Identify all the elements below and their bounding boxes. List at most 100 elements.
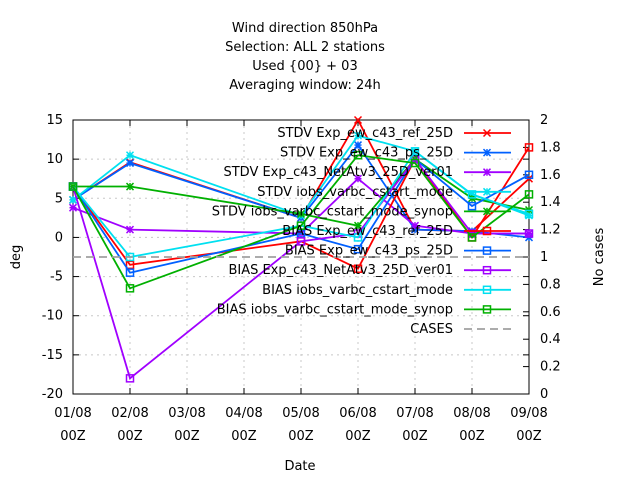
x-tick-label-hour: 00Z [345,429,371,444]
x-axis-label: Date [284,459,315,474]
y2-axis-label: No cases [592,228,607,287]
title-line: Averaging window: 24h [229,78,381,93]
data-point [353,264,363,273]
y2-tick-label: 0.4 [540,332,561,347]
data-point [353,244,363,254]
data-point [410,221,420,230]
data-point [353,115,363,125]
x-tick-label-hour: 00Z [288,429,314,444]
data-point [482,207,492,216]
title-line: Used {00} + 03 [252,59,357,74]
data-point [482,148,492,157]
data-point [410,225,420,234]
data-point [524,209,534,219]
data-point [524,170,534,180]
data-point [410,147,420,156]
y2-tick-label: 1 [540,250,548,265]
y2-tick-label: 1.8 [540,140,561,155]
x-tick-label-date: 06/08 [339,406,376,421]
x-tick-label-hour: 00Z [231,429,257,444]
data-point [353,174,363,183]
y-tick-label: 0 [55,230,63,245]
x-tick-label-date: 01/08 [54,406,91,421]
x-tick-label-hour: 00Z [174,429,200,444]
data-point [482,305,492,314]
y2-tick-label: 0.2 [540,360,561,375]
data-point [68,182,78,191]
legend-label: STDV Exp_ew_c43_ref_25D [277,126,453,141]
data-point [296,209,306,218]
y-tick-label: 15 [46,113,63,128]
data-point [482,246,492,255]
y-tick-label: 5 [55,191,63,206]
legend-label: BIAS iobs_varbc_cstart_mode_synop [217,302,453,317]
series [68,150,534,293]
y-axis-ticks: -20 -15 -10 -5 0 5 10 15 [42,113,529,402]
data-point [353,131,363,140]
data-point [482,168,492,177]
x-tick-label-hour: 00Z [60,429,86,444]
data-point [125,374,135,383]
y2-tick-label: 0.6 [540,305,561,320]
data-point [296,229,306,238]
chart-title: Wind direction 850hPa Selection: ALL 2 st… [225,21,385,93]
y2-tick-label: 1.6 [540,168,561,183]
data-point [125,268,135,277]
y2-tick-label: 1.4 [540,195,561,210]
data-point [467,233,477,242]
x-tick-label-hour: 00Z [117,429,143,444]
data-point [482,265,492,275]
data-point [125,159,135,168]
data-point [524,229,534,238]
data-point [125,225,135,234]
y2-tick-label: 0.8 [540,277,561,292]
legend-label: BIAS Exp_ew_c43_ps_25D [285,244,453,259]
y-tick-label: -10 [42,309,63,324]
data-point [482,226,492,236]
data-point [125,260,135,270]
series-line [72,154,530,290]
data-point [467,201,477,211]
legend-label: BIAS Exp_c43_NetAtv3_25D_ver01 [228,263,453,278]
x-tick-label-date: 02/08 [111,406,148,421]
x-tick-label-hour: 00Z [459,429,485,444]
y2-axis-ticks: 0 0.2 0.4 0.6 0.8 1 1.2 1.4 1.6 1.8 2 [523,113,561,402]
y2-tick-label: 1.2 [540,223,561,238]
x-tick-label-date: 07/08 [396,406,433,421]
y-axis-label: deg [9,245,24,270]
legend-label: STDV Exp_ew_c43_ps_25D [280,146,453,161]
y-tick-label: 10 [46,152,63,167]
data-point [68,203,78,212]
data-point [353,150,363,160]
legend-label: BIAS iobs_varbc_cstart_mode [262,283,453,298]
legend-label: BIAS Exp_ew_c43_ref_25D [282,224,453,239]
legend-label: STDV iobs_varbc_cstart_mode [257,185,453,200]
data-point [125,151,135,160]
x-axis-ticks: 01/08 00Z 02/08 00Z 03/08 00Z 04/08 00Z 05/08 00Z… [54,120,548,444]
data-point [125,182,135,191]
legend-label: CASES [410,322,453,337]
y-tick-label: -5 [50,270,63,285]
data-point [524,190,534,199]
x-tick-label-date: 05/08 [282,406,319,421]
x-tick-label-hour: 00Z [516,429,542,444]
title-line: Selection: ALL 2 stations [225,40,385,55]
data-point [482,128,492,138]
legend: STDV Exp_ew_c43_ref_25D STDV Exp_ew_c43_p… [212,126,511,337]
data-point [296,237,306,246]
data-point [482,285,492,295]
title-line: Wind direction 850hPa [232,21,378,36]
x-tick-label-hour: 00Z [402,429,428,444]
x-tick-label-date: 09/08 [510,406,547,421]
y-tick-label: -15 [42,348,63,363]
y2-tick-label: 2 [540,113,548,128]
data-point [296,221,306,230]
data-point [467,190,477,199]
y-tick-label: -20 [42,387,63,402]
data-point [353,141,363,150]
data-point [524,143,534,152]
legend-label: STDV Exp_c43_NetAtv3_25D_ver01 [223,165,453,180]
x-tick-label-date: 08/08 [453,406,490,421]
x-tick-label-date: 04/08 [225,406,262,421]
